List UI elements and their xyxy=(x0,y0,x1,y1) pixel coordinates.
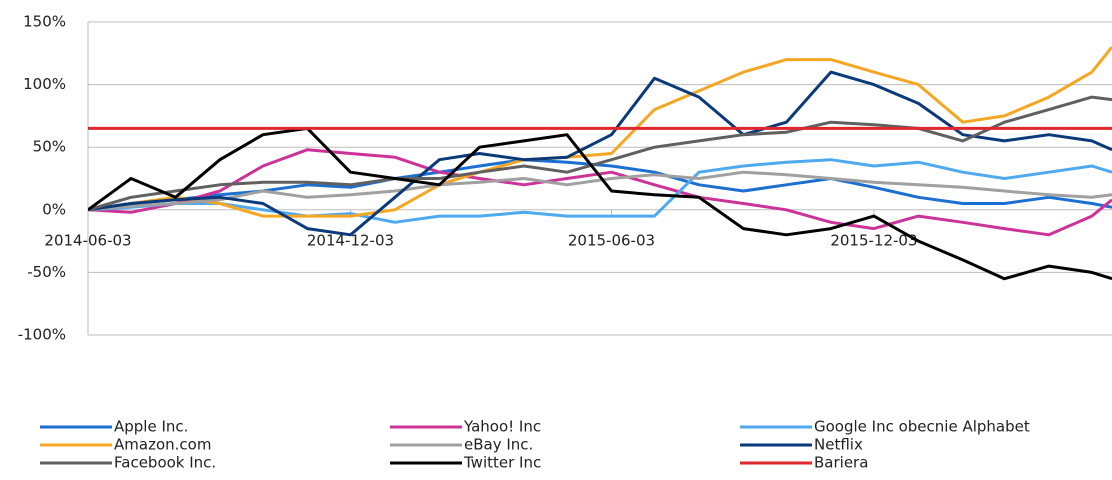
legend-label: eBay Inc. xyxy=(464,436,533,454)
series-line xyxy=(88,170,1112,212)
legend-label: Google Inc obecnie Alphabet xyxy=(814,418,1030,436)
y-tick-label: 100% xyxy=(23,75,66,93)
x-tick-label: 2014-12-03 xyxy=(307,231,394,249)
legend-label: Netflix xyxy=(814,436,863,454)
series-line xyxy=(88,158,1112,224)
y-tick-label: -50% xyxy=(27,263,66,281)
series-line xyxy=(88,70,1112,237)
y-tick-label: -100% xyxy=(18,326,66,344)
series-line xyxy=(88,46,1112,218)
series-line xyxy=(88,126,1112,281)
y-tick-label: 50% xyxy=(33,138,66,156)
legend-label: Facebook Inc. xyxy=(114,454,216,472)
series-line xyxy=(88,95,1112,212)
x-tick-label: 2014-06-03 xyxy=(44,231,131,249)
series-line xyxy=(88,148,1112,237)
legend-label: Bariera xyxy=(814,454,868,472)
legend-label: Twitter Inc xyxy=(463,454,541,472)
x-tick-label: 2015-12-03 xyxy=(830,231,917,249)
legend-label: Apple Inc. xyxy=(114,418,188,436)
x-tick-label: 2015-06-03 xyxy=(568,231,655,249)
legend-label: Amazon.com xyxy=(114,436,211,454)
y-tick-label: 0% xyxy=(42,200,66,218)
y-tick-label: 150% xyxy=(23,13,66,31)
legend-label: Yahoo! Inc xyxy=(463,418,541,436)
